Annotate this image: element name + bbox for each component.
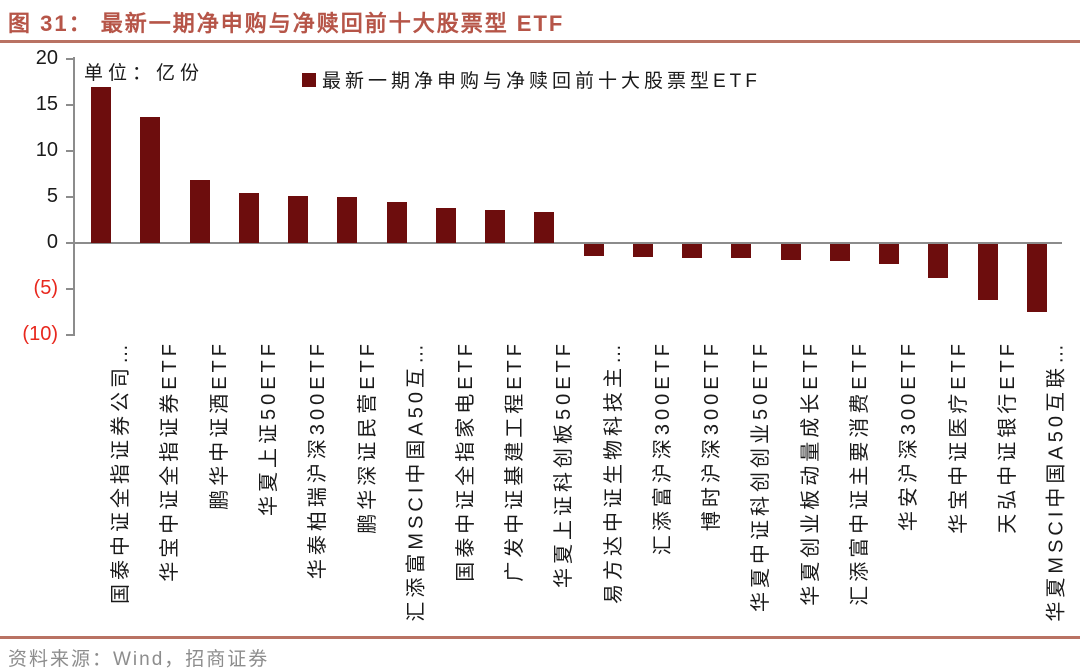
x-axis-label: 华宝中证全指证券ETF xyxy=(159,340,182,582)
x-axis-label: 华宝中证医疗ETF xyxy=(947,340,970,534)
y-tick xyxy=(66,242,75,244)
bar xyxy=(435,208,456,243)
bar xyxy=(189,179,210,243)
zero-line xyxy=(73,242,1062,244)
x-axis-label: 国泰中证全指家电ETF xyxy=(454,340,477,582)
legend: 最新一期净申购与净赎回前十大股票型ETF xyxy=(302,66,761,93)
bar xyxy=(583,244,604,256)
bar xyxy=(238,193,259,243)
bar xyxy=(1026,244,1047,313)
x-axis-label: 易方达中证生物科技主… xyxy=(602,340,625,604)
bar xyxy=(534,211,555,243)
bar xyxy=(829,244,850,262)
x-axis-label: 鹏华深证民营ETF xyxy=(356,340,379,534)
bar xyxy=(632,244,653,257)
legend-swatch-icon xyxy=(302,72,316,87)
y-tick xyxy=(66,104,75,106)
unit-label: 单位：亿份 xyxy=(84,63,205,84)
y-axis-line xyxy=(73,57,75,334)
figure-title: 图 31： 最新一期净申购与净赎回前十大股票型 ETF xyxy=(8,11,565,36)
legend-label: 最新一期净申购与净赎回前十大股票型ETF xyxy=(322,71,761,92)
x-axis-label: 汇添富MSCI中国A50互… xyxy=(405,340,428,622)
x-axis-label: 国泰中证全指证券公司… xyxy=(110,340,132,604)
source-rule xyxy=(0,636,1080,639)
x-axis-label: 广发中证基建工程ETF xyxy=(504,340,527,582)
x-axis-label: 华泰柏瑞沪深300ETF xyxy=(307,340,330,580)
x-axis-label: 天弘中证银行ETF xyxy=(996,340,1019,534)
x-axis-label: 华安沪深300ETF xyxy=(898,340,921,532)
bar xyxy=(879,244,900,265)
x-axis-label: 华夏上证科创板50ETF xyxy=(553,340,576,589)
x-axis-label: 华夏上证50ETF xyxy=(257,340,280,517)
y-tick-label: 0 xyxy=(46,231,58,253)
y-tick-label: 15 xyxy=(35,93,58,115)
x-axis-label: 华夏中证科创创业50ETF xyxy=(750,340,773,613)
y-tick-label: (10) xyxy=(22,323,58,345)
source-text: 资料来源：Wind，招商证券 xyxy=(8,649,270,670)
bar xyxy=(140,116,161,243)
x-axis-label: 汇添富沪深300ETF xyxy=(651,340,674,556)
bar xyxy=(682,244,703,258)
bar xyxy=(928,244,949,279)
bar xyxy=(386,201,407,243)
y-tick xyxy=(66,58,75,60)
bar xyxy=(288,196,309,243)
x-axis-label: 鹏华中证酒ETF xyxy=(208,340,231,510)
bar xyxy=(91,86,111,243)
x-axis-label: 博时沪深300ETF xyxy=(701,340,724,532)
bar xyxy=(485,209,506,243)
x-axis-label: 华夏创业板动量成长ETF xyxy=(799,340,822,606)
y-tick xyxy=(66,196,75,198)
y-tick-label: (5) xyxy=(33,277,58,299)
bar xyxy=(780,244,801,260)
y-tick-label: 20 xyxy=(35,47,58,69)
y-tick xyxy=(66,150,75,152)
bar xyxy=(731,244,752,258)
x-axis-label: 汇添富中证主要消费ETF xyxy=(848,340,871,606)
y-tick xyxy=(66,334,75,336)
x-axis-label: 华夏MSCI中国A50互联… xyxy=(1045,340,1068,622)
bar xyxy=(337,197,358,243)
y-tick xyxy=(66,288,75,290)
y-tick-label: 5 xyxy=(46,185,58,207)
bar xyxy=(977,244,998,301)
bar-chart: 单位：亿份 最新一期净申购与净赎回前十大股票型ETF 20 15 10 5 0 (5) (1… xyxy=(0,44,1080,634)
y-tick-label: 10 xyxy=(35,139,58,161)
title-rule xyxy=(0,40,1080,43)
